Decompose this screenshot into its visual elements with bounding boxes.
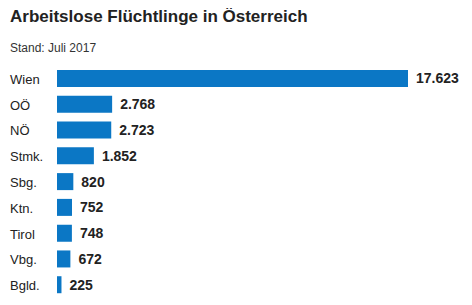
svg-text:OÖ: OÖ (10, 98, 30, 113)
svg-text:752: 752 (80, 199, 104, 215)
svg-text:820: 820 (81, 174, 105, 190)
svg-text:Bgld.: Bgld. (10, 278, 40, 293)
svg-text:Wien: Wien (10, 72, 40, 87)
svg-text:Vbg.: Vbg. (10, 252, 37, 267)
svg-text:Sbg.: Sbg. (10, 175, 37, 190)
svg-text:748: 748 (80, 225, 104, 241)
svg-text:672: 672 (78, 251, 102, 267)
svg-text:NÖ: NÖ (10, 123, 30, 138)
svg-text:Stmk.: Stmk. (10, 149, 43, 164)
svg-text:Tirol: Tirol (10, 227, 35, 242)
svg-text:225: 225 (69, 277, 93, 293)
svg-text:2.768: 2.768 (120, 96, 155, 112)
html-text:Arbeitslose Flüchtlinge in Öst: Arbeitslose Flüchtlinge in Österreich (10, 7, 308, 26)
html-text:Stand: Juli 2017: Stand: Juli 2017 (10, 41, 97, 55)
svg-text:17.623: 17.623 (416, 70, 459, 86)
svg-text:Ktn.: Ktn. (10, 201, 33, 216)
svg-text:1.852: 1.852 (102, 148, 137, 164)
svg-text:2.723: 2.723 (119, 122, 154, 138)
